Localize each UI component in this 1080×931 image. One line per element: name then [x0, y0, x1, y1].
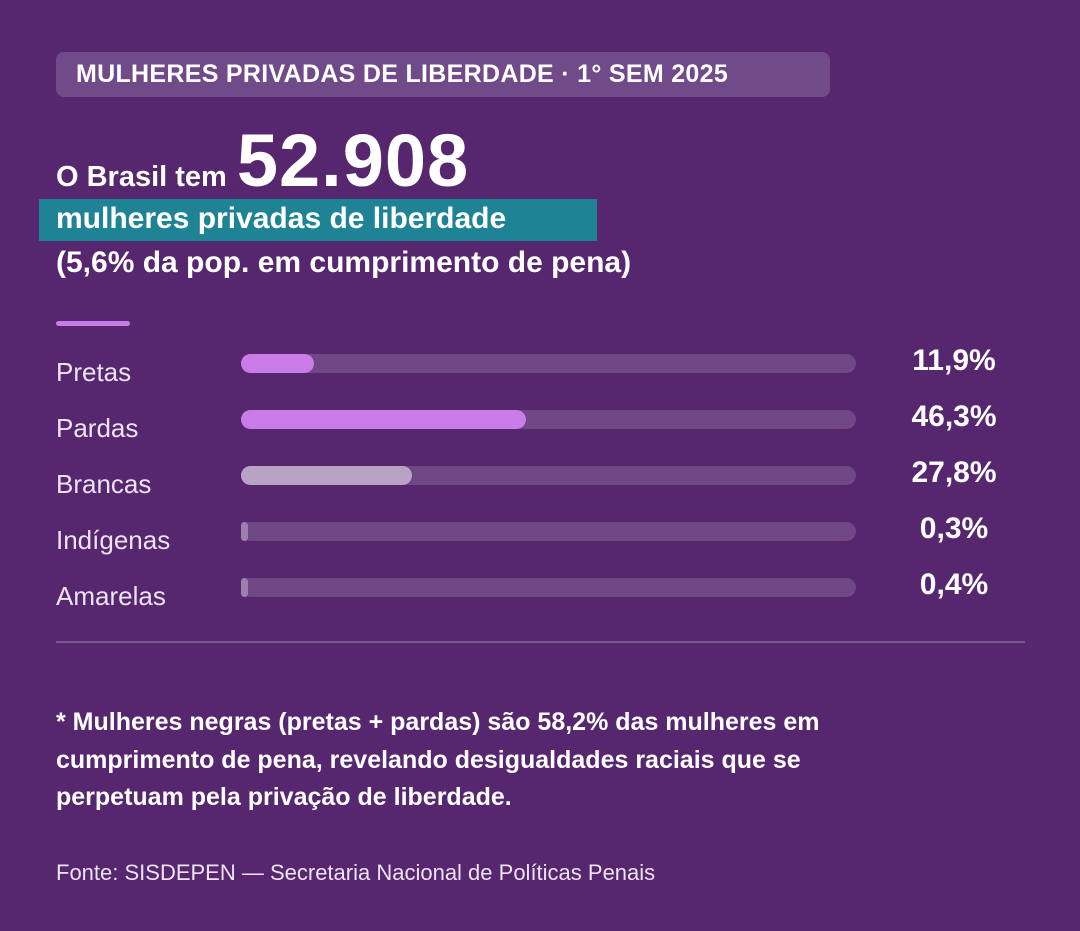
headline-highlight: mulheres privadas de liberdade [39, 199, 597, 241]
bar [241, 410, 526, 429]
bar-value-label: 11,9% [912, 344, 996, 377]
bar-row: Indígenas 0,3% [0, 512, 1080, 561]
bar-value-label: 27,8% [911, 456, 997, 489]
bar-track [241, 410, 856, 429]
bar-label: Pardas [56, 413, 139, 443]
headline-number: 52.908 [236, 119, 470, 202]
bar-track [241, 522, 856, 541]
bar [241, 522, 248, 541]
bar-track [241, 466, 856, 485]
bar-value-label: 0,3% [919, 512, 989, 545]
source: Fonte: SISDEPEN — Secretaria Nacional de… [56, 860, 656, 885]
bar-label: Amarelas [56, 581, 166, 611]
bar-value-label: 46,3% [911, 400, 997, 433]
header-tag: MULHERES PRIVADAS DE LIBERDADE · 1° SEM … [56, 52, 830, 97]
bar-label: Pretas [56, 357, 132, 387]
bar-row: Amarelas 0,4% [0, 568, 1080, 617]
headline-subtitle: (5,6% da pop. em cumprimento de pena) [56, 246, 632, 279]
headline-lead: O Brasil tem [56, 161, 227, 193]
bar-row: Pretas 11,9% [0, 344, 1080, 393]
footnote: * Mulheres negras (pretas + pardas) são … [56, 708, 820, 811]
bar-track [241, 578, 856, 597]
bar-track [241, 354, 856, 373]
divider [56, 641, 1025, 643]
bar [241, 466, 412, 485]
bar-label: Indígenas [56, 525, 171, 555]
bar-row: Brancas 27,8% [0, 456, 1080, 505]
bar-value-label: 0,4% [919, 568, 989, 601]
bar [241, 354, 315, 373]
headline: O Brasil tem 52.908 [56, 118, 469, 203]
bar-row: Pardas 46,3% [0, 400, 1080, 449]
bar [241, 578, 248, 597]
accent-line [56, 321, 130, 326]
bar-label: Brancas [56, 469, 152, 499]
